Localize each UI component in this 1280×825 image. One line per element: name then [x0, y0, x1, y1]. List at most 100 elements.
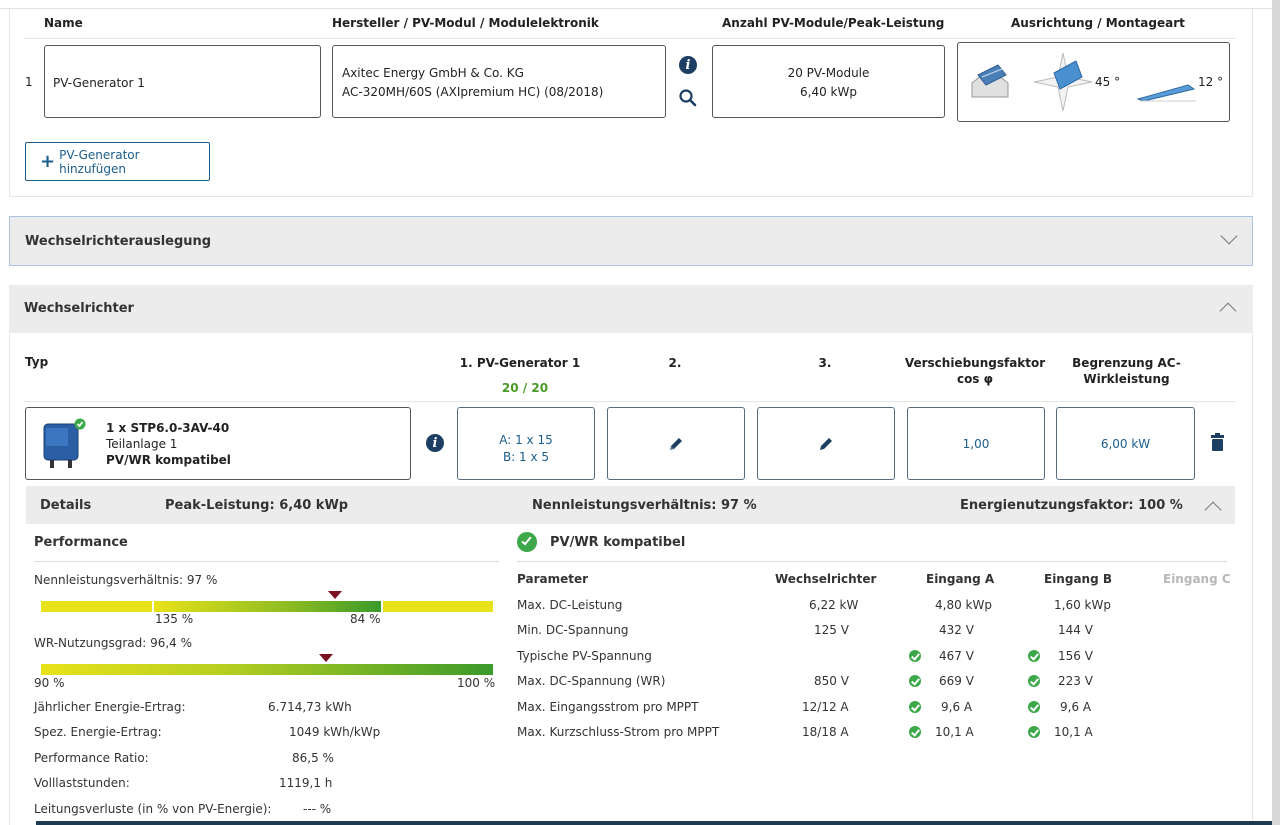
gen1-input-b: B: 1 x 5: [502, 449, 550, 464]
col-header-gen3: 3.: [818, 356, 832, 370]
details-ratio: Nennleistungsverhältnis: 97 %: [532, 498, 757, 513]
inverter-type-field[interactable]: 1 x STP6.0-3AV-40 Teilanlage 1 PV/WR kom…: [25, 407, 411, 480]
check-icon: [909, 701, 921, 713]
compat-b: 223 V: [1058, 674, 1093, 688]
compat-a: 4,80 kWp: [935, 598, 992, 612]
module-count-field[interactable]: 20 PV-Module 6,40 kWp: [712, 45, 945, 118]
check-icon: [1028, 675, 1040, 687]
check-icon: [1028, 726, 1040, 738]
inverter-device-icon: [43, 418, 86, 468]
gen1-module-count: 20 / 20: [501, 381, 549, 395]
house-icon: [971, 64, 1009, 98]
compat-a: 10,1 A: [935, 725, 974, 739]
inverter-design-title: Wechselrichterauslegung: [25, 234, 212, 249]
check-icon: [1028, 650, 1040, 662]
module-count: 20 PV-Module: [787, 66, 870, 80]
efficiency-marker: [318, 654, 333, 662]
cosphi-field[interactable]: 1,00: [907, 407, 1045, 480]
compat-a: 669 V: [939, 674, 974, 688]
scrollbar-track[interactable]: [1272, 0, 1280, 825]
compat-header-input-a: Eingang A: [926, 572, 995, 586]
compass-icon: [1033, 52, 1093, 112]
ratio-bar-mid: [154, 601, 381, 612]
col-header-gen1: 1. PV-Generator 1: [459, 356, 581, 370]
ratio-marker: [327, 591, 342, 599]
ac-limit-header-line1: Begrenzung AC-: [1072, 356, 1181, 370]
compat-header-inverter: Wechselrichter: [775, 572, 877, 586]
chevron-up-icon: [1204, 501, 1222, 519]
search-icon[interactable]: [678, 88, 698, 108]
stat-label: Jährlicher Energie-Ertrag:: [34, 700, 186, 714]
compat-wr: 6,22 kW: [809, 598, 859, 612]
compat-b: 156 V: [1058, 649, 1093, 663]
ac-limit-field[interactable]: 6,00 kW: [1056, 407, 1195, 480]
stat-label: Spez. Energie-Ertrag:: [34, 725, 162, 739]
manufacturer-field[interactable]: Axitec Energy GmbH & Co. KG AC-320MH/60S…: [332, 45, 666, 118]
compat-param: Max. DC-Leistung: [517, 598, 623, 612]
col-header-orientation: Ausrichtung / Montageart: [1011, 16, 1185, 30]
details-bar[interactable]: Details Peak-Leistung: 6,40 kWp Nennleis…: [26, 486, 1235, 524]
col-header-count: Anzahl PV-Module/Peak-Leistung: [722, 16, 945, 30]
add-pv-generator-button[interactable]: + PV-Generator hinzufügen: [25, 142, 210, 181]
info-icon[interactable]: i: [679, 56, 697, 74]
compat-wr: 125 V: [814, 623, 849, 637]
manufacturer-name: Axitec Energy GmbH & Co. KG: [342, 66, 524, 80]
col-header-name: Name: [44, 16, 83, 30]
generator-name-field[interactable]: PV-Generator 1: [44, 45, 321, 118]
compat-param: Typische PV-Spannung: [517, 649, 652, 663]
col-header-type: Typ: [25, 355, 49, 369]
compat-header-param: Parameter: [517, 572, 589, 586]
tilt-value: 12 °: [1198, 75, 1224, 89]
azimuth-value: 45 °: [1095, 75, 1121, 89]
inverter-info-icon[interactable]: i: [426, 434, 444, 452]
pencil-icon: [670, 437, 682, 450]
compat-wr: 18/18 A: [802, 725, 849, 739]
inverter-status: PV/WR kompatibel: [106, 453, 231, 467]
compat-divider: [517, 561, 1227, 562]
details-label: Details: [40, 498, 92, 513]
stat-label: Performance Ratio:: [34, 751, 149, 765]
orientation-field[interactable]: 45 ° 12 °: [957, 42, 1230, 122]
performance-title: Performance: [34, 535, 128, 550]
col-header-ac-limit: Begrenzung AC- Wirkleistung: [1054, 355, 1199, 387]
check-icon: [909, 650, 921, 662]
tilt-icon: [1136, 84, 1196, 102]
check-icon: [1028, 701, 1040, 713]
gen1-assignment-field[interactable]: A: 1 x 15 B: 1 x 5: [457, 407, 595, 480]
col-header-manufacturer: Hersteller / PV-Modul / Modulelektronik: [332, 16, 599, 30]
cosphi-value: 1,00: [962, 436, 990, 451]
compat-b: 144 V: [1058, 623, 1093, 637]
bottom-bar: [36, 821, 1272, 825]
stat-value: 1049 kWh/kWp: [289, 725, 381, 739]
inverter-model: 1 x STP6.0-3AV-40: [106, 421, 230, 435]
compatible-check-icon: [517, 532, 537, 552]
inverter-design-section-header[interactable]: Wechselrichterauslegung: [9, 216, 1253, 266]
details-peak: Peak-Leistung: 6,40 kWp: [165, 498, 349, 513]
efficiency-min-label: 90 %: [34, 676, 65, 690]
cosphi-header-line2: cos φ: [956, 372, 994, 386]
compat-b: 1,60 kWp: [1054, 598, 1111, 612]
compat-title: PV/WR kompatibel: [550, 535, 686, 550]
compat-param: Max. Kurzschluss-Strom pro MPPT: [517, 725, 720, 739]
stat-label: Leitungsverluste (in % von PV-Energie):: [34, 802, 272, 816]
check-icon: [909, 726, 921, 738]
module-name: AC-320MH/60S (AXIpremium HC) (08/2018): [342, 85, 604, 99]
trash-icon[interactable]: [1209, 433, 1227, 453]
ratio-low-label: 135 %: [155, 612, 194, 626]
inverter-title: Wechselrichter: [24, 301, 134, 316]
chevron-down-icon: [1220, 227, 1238, 245]
gen3-edit-field[interactable]: [757, 407, 895, 480]
top-divider: [0, 8, 1272, 9]
header-divider: [24, 38, 1236, 39]
gen2-edit-field[interactable]: [607, 407, 745, 480]
stat-value: 86,5 %: [292, 751, 334, 765]
chevron-up-icon: [1219, 302, 1237, 320]
compat-b: 10,1 A: [1054, 725, 1093, 739]
ratio-bar: [41, 591, 493, 612]
ratio-bar-high: [383, 601, 493, 612]
efficiency-label: WR-Nutzungsgrad: 96,4 %: [34, 636, 193, 650]
row-index: 1: [25, 75, 33, 89]
inverter-section-header[interactable]: Wechselrichter: [9, 285, 1253, 333]
compat-header-input-b: Eingang B: [1044, 572, 1112, 586]
details-energy-factor: Energienutzungsfaktor: 100 %: [960, 498, 1183, 513]
